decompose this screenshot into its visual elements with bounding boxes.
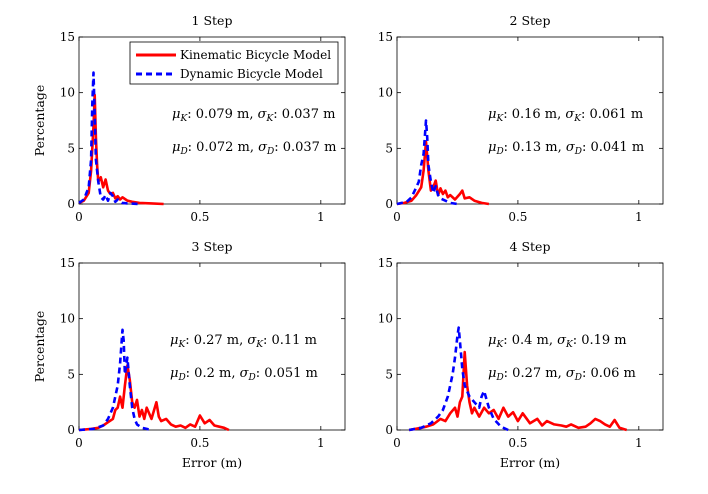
- y-tick-label: 15: [60, 256, 75, 270]
- legend-entry: Dynamic Bicycle Model: [180, 67, 323, 81]
- x-tick-label: 0: [393, 210, 401, 224]
- stat-annotation: μD: 0.072 m, σD: 0.037 m: [172, 140, 336, 157]
- panel-1: 0 5 10 15 0 0.5 1 1 Step Percentage μK: 0.079 m, …: [32, 13, 346, 224]
- x-tick-label: 0.5: [508, 436, 527, 450]
- y-axis-label: Percentage: [32, 311, 47, 383]
- y-tick-label: 15: [378, 256, 393, 270]
- y-axis-label: Percentage: [32, 85, 47, 157]
- y-tick-label: 10: [378, 312, 393, 326]
- x-tick-label: 1: [635, 436, 643, 450]
- x-tick-label: 0: [393, 436, 401, 450]
- dynamic-series-line: [396, 119, 458, 206]
- x-axis-label: Error (m): [182, 455, 242, 470]
- axes-frame: [396, 36, 664, 205]
- stat-annotation: μK: 0.4 m, σK: 0.19 m: [488, 333, 627, 350]
- y-tick-label: 0: [67, 197, 75, 211]
- x-tick-label: 0.5: [190, 436, 209, 450]
- panel-title: 4 Step: [510, 239, 551, 254]
- legend-entry: Kinematic Bicycle Model: [180, 48, 331, 62]
- x-tick-label: 0: [75, 210, 83, 224]
- x-tick-label: 0.5: [190, 210, 209, 224]
- legend: Kinematic Bicycle Model Dynamic Bicycle M…: [129, 41, 339, 85]
- kinematic-series-line: [78, 364, 230, 432]
- kinematic-series-line: [78, 93, 164, 206]
- y-tick-label: 0: [385, 197, 393, 211]
- axes-frame: [78, 262, 346, 431]
- y-tick-label: 5: [67, 141, 75, 155]
- panel-4: 0 5 10 15 0 0.5 1 4 Step Error (m) μK: 0.4 m, σK:…: [378, 239, 664, 470]
- panel-title: 2 Step: [510, 13, 551, 28]
- kinematic-series-line: [408, 350, 628, 432]
- axes-frame: [78, 36, 346, 205]
- panel-title: 3 Step: [192, 239, 233, 254]
- stat-annotation: μK: 0.27 m, σK: 0.11 m: [170, 333, 317, 350]
- y-tick-label: 15: [60, 30, 75, 44]
- stat-annotation: μD: 0.27 m, σD: 0.06 m: [488, 366, 636, 383]
- y-tick-label: 5: [385, 141, 393, 155]
- dynamic-series-line: [78, 71, 140, 206]
- stat-annotation: μD: 0.2 m, σD: 0.051 m: [170, 366, 318, 383]
- y-tick-label: 10: [60, 86, 75, 100]
- panel-2: 0 5 10 15 0 0.5 1 2 Step μK: 0.16 m, σK: 0.061 m…: [378, 13, 664, 224]
- x-tick-label: 0: [75, 436, 83, 450]
- y-tick-label: 10: [60, 312, 75, 326]
- x-tick-label: 1: [317, 436, 325, 450]
- stat-annotation: μK: 0.16 m, σK: 0.061 m: [488, 107, 643, 124]
- y-tick-label: 5: [385, 367, 393, 381]
- dynamic-series-line: [78, 328, 152, 432]
- legend-box: [129, 41, 339, 85]
- dynamic-series-line: [408, 326, 509, 432]
- kinematic-series-line: [396, 140, 490, 206]
- axes-frame: [396, 262, 664, 431]
- x-axis-label: Error (m): [500, 455, 560, 470]
- stat-annotation: μK: 0.079 m, σK: 0.037 m: [172, 107, 335, 124]
- y-tick-label: 15: [378, 30, 393, 44]
- x-tick-label: 1: [317, 210, 325, 224]
- panel-3: 0 5 10 15 0 0.5 1 3 Step Percentage Error (m) μK: …: [32, 239, 346, 470]
- panel-title: 1 Step: [192, 13, 233, 28]
- stat-annotation: μD: 0.13 m, σD: 0.041 m: [488, 140, 644, 157]
- y-tick-label: 5: [67, 367, 75, 381]
- x-tick-label: 0.5: [508, 210, 527, 224]
- y-tick-label: 0: [67, 423, 75, 437]
- y-tick-label: 0: [385, 423, 393, 437]
- y-tick-label: 10: [378, 86, 393, 100]
- x-tick-label: 1: [635, 210, 643, 224]
